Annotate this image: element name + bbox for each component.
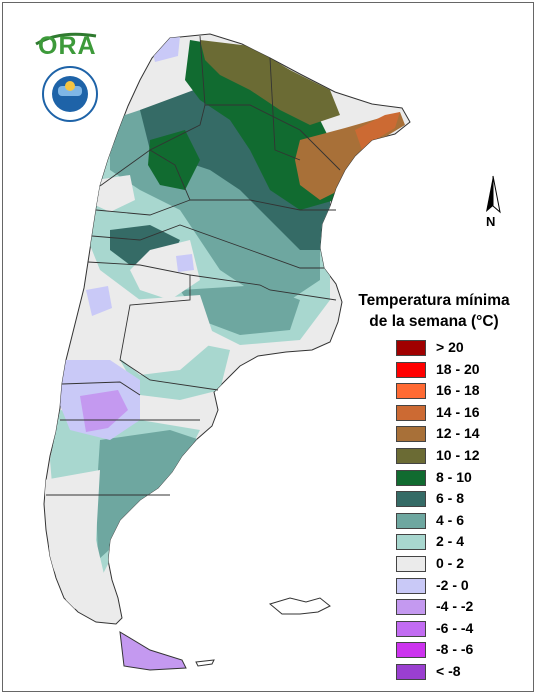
legend-swatch <box>396 426 426 443</box>
legend-swatch <box>396 383 426 400</box>
small-island <box>195 659 215 667</box>
north-indicator: N <box>478 172 510 232</box>
legend-label: 16 - 18 <box>436 382 480 399</box>
legend-swatch <box>396 361 426 378</box>
ora-logo-text: ORA <box>38 32 97 60</box>
zone-minus2-0 <box>176 254 194 272</box>
legend-label: 6 - 8 <box>436 490 465 507</box>
legend: Temperatura mínima de la semana (°C) > 2… <box>344 290 524 680</box>
legend-label: -4 - -2 <box>436 598 474 615</box>
legend-swatch <box>396 447 426 464</box>
legend-title: Temperatura mínima de la semana (°C) <box>344 290 524 332</box>
seal-emblem <box>52 76 88 112</box>
zone-0-2 <box>110 295 215 375</box>
legend-label: < -8 <box>436 662 461 679</box>
legend-title-line1: Temperatura mínima <box>358 292 510 309</box>
islas-malvinas <box>268 597 331 615</box>
ora-logo-swoosh <box>35 32 97 46</box>
legend-swatch <box>396 404 426 421</box>
legend-swatch <box>396 512 426 529</box>
smn-seal-logo <box>42 66 98 122</box>
legend-swatch <box>396 599 426 616</box>
zone-14-16 <box>355 112 400 150</box>
zone-0-2 <box>95 175 135 212</box>
zone-minus2-0 <box>86 286 112 316</box>
legend-title-line2: de la semana (°C) <box>369 313 499 330</box>
legend-label: -6 - -4 <box>436 619 474 636</box>
zone-0-2 <box>44 470 110 610</box>
legend-label: > 20 <box>436 339 464 355</box>
legend-label: -2 - 0 <box>436 576 469 593</box>
legend-swatch <box>396 534 426 551</box>
legend-swatch <box>396 663 426 680</box>
legend-swatch <box>396 555 426 572</box>
north-label: N <box>486 214 496 229</box>
legend-swatch <box>396 491 426 508</box>
legend-label: 10 - 12 <box>436 446 480 463</box>
legend-swatch <box>396 577 426 594</box>
legend-label: 2 - 4 <box>436 533 465 550</box>
legend-swatch <box>396 340 426 356</box>
province-borders <box>46 35 341 496</box>
legend-swatch <box>396 620 426 637</box>
zone-minus4-minus2 <box>80 390 128 432</box>
legend-label: 8 - 10 <box>436 468 472 485</box>
zone-10-12 <box>200 40 340 125</box>
zone-4-6 <box>180 285 300 335</box>
legend-swatch <box>396 469 426 486</box>
legend-label: 0 - 2 <box>436 554 465 571</box>
zone-6-8 <box>140 84 330 250</box>
legend-label: 4 - 6 <box>436 511 465 528</box>
north-arrow-icon <box>486 175 501 214</box>
legend-swatch <box>396 642 426 659</box>
legend-label: 18 - 20 <box>436 360 480 377</box>
legend-label: 12 - 14 <box>436 425 480 442</box>
legend-label: -8 - -6 <box>436 641 474 658</box>
legend-label: 14 - 16 <box>436 403 480 420</box>
tierra-del-fuego <box>119 631 187 671</box>
ora-logo: ORA <box>34 30 104 60</box>
